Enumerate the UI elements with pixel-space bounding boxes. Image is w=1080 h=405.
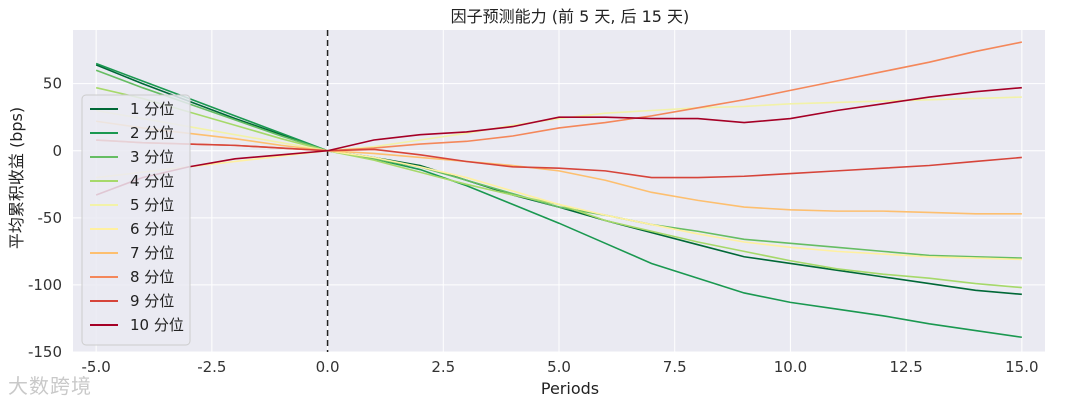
series-line-10 xyxy=(95,86,1022,196)
series-line-6 xyxy=(96,149,1022,261)
y-tick-label: -100 xyxy=(28,276,62,294)
watermark: 大数跨境 xyxy=(8,374,92,398)
legend-entry: 4 分位 xyxy=(130,172,174,190)
x-tick-label: 5.0 xyxy=(547,358,571,376)
series-line-3 xyxy=(95,69,1022,259)
legend-entry: 6 分位 xyxy=(130,220,174,238)
legend-entry: 3 分位 xyxy=(130,148,174,166)
legend-entry: 8 分位 xyxy=(130,268,174,286)
chart-title: 因子预测能力 (前 5 天, 后 15 天) xyxy=(451,7,690,26)
series-lines xyxy=(95,41,1023,339)
legend: 1 分位 2 分位 3 分位 4 分位 5 分位 6 分位 7 分位 8 分位 9 分位 10 分… xyxy=(81,94,191,346)
series-line-9 xyxy=(96,139,1022,179)
y-tick-labels: -150 -100 -50 0 50 xyxy=(28,75,62,361)
y-tick-label: -150 xyxy=(28,343,62,361)
legend-entry: 5 分位 xyxy=(130,196,174,214)
y-axis-label: 平均累积收益 (bps) xyxy=(7,107,26,249)
legend-entry: 1 分位 xyxy=(130,100,174,118)
x-tick-label: 15.0 xyxy=(1005,358,1038,376)
series-line-7 xyxy=(96,120,1022,215)
x-tick-label: 2.5 xyxy=(431,358,455,376)
x-axis-label: Periods xyxy=(541,379,599,398)
x-tick-label: 10.0 xyxy=(774,358,807,376)
series-line-2 xyxy=(95,62,1022,339)
series-line-5 xyxy=(96,96,1022,152)
legend-entry: 2 分位 xyxy=(130,124,174,142)
x-tick-label: -2.5 xyxy=(197,358,226,376)
legend-entry: 7 分位 xyxy=(130,244,174,262)
x-tick-label: 7.5 xyxy=(663,358,687,376)
x-tick-label: -5.0 xyxy=(82,358,111,376)
y-tick-label: 0 xyxy=(52,142,62,160)
x-tick-labels: -5.0 -2.5 0.0 2.5 5.0 7.5 10.0 12.5 15.0 xyxy=(82,358,1039,376)
y-tick-label: 50 xyxy=(43,75,62,93)
x-tick-label: 12.5 xyxy=(889,358,922,376)
legend-entry: 9 分位 xyxy=(130,292,174,310)
y-tick-label: -50 xyxy=(38,209,63,227)
legend-entry: 10 分位 xyxy=(130,316,184,334)
x-tick-label: 0.0 xyxy=(316,358,340,376)
